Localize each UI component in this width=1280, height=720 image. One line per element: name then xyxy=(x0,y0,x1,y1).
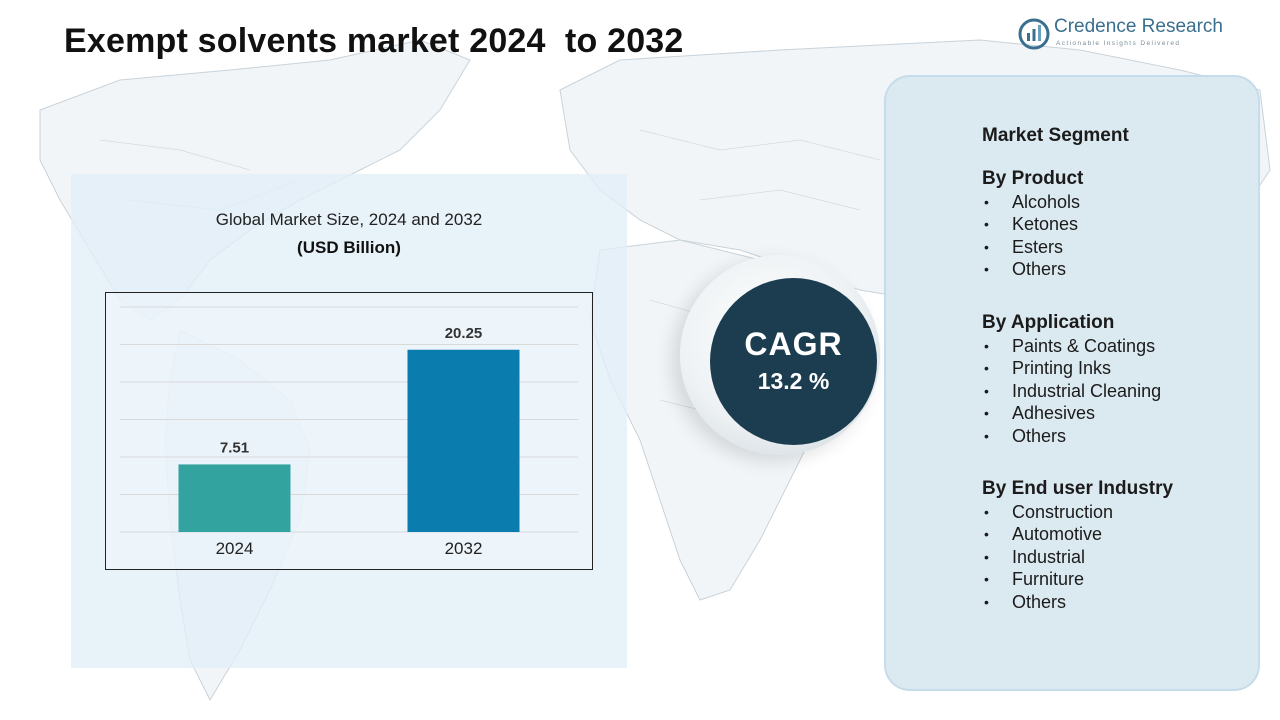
list-item-label: Furniture xyxy=(1012,569,1085,590)
product-list: • Alcohols • Ketones • Esters • Others xyxy=(982,191,1080,281)
chart-subtitle: (USD Billion) xyxy=(297,238,401,257)
market-segment-panel: Market Segment By Product • Alcohols • Ket… xyxy=(884,75,1260,691)
credence-logo-icon xyxy=(1018,18,1050,50)
bullet-icon: • xyxy=(984,238,989,255)
list-item-label: Industrial Cleaning xyxy=(1012,380,1162,401)
bullet-icon: • xyxy=(984,548,989,565)
list-item: • Others xyxy=(982,258,1080,280)
list-item-label: Printing Inks xyxy=(1012,358,1112,379)
x-tick-label-2024: 2024 xyxy=(216,539,254,558)
list-item: • Others xyxy=(982,591,1113,613)
list-item: • Industrial Cleaning xyxy=(982,380,1161,402)
list-item-label: Automotive xyxy=(1012,524,1103,545)
data-label-2032: 20.25 xyxy=(445,325,483,342)
group-title-product: By Product xyxy=(982,168,1084,189)
list-item-label: Esters xyxy=(1012,236,1064,257)
segment-heading: Market Segment xyxy=(982,125,1129,146)
bullet-icon: • xyxy=(984,194,989,210)
bullet-icon: • xyxy=(984,360,989,377)
list-item: • Others xyxy=(982,425,1161,447)
credence-research-logo: Credence Research Actionable Insights De… xyxy=(1016,14,1236,54)
chart-title: Global Market Size, 2024 and 2032 xyxy=(215,210,483,229)
list-item: • Paints & Coatings xyxy=(982,335,1161,357)
cagr-value: 13.2 % xyxy=(757,368,830,394)
cagr-label: CAGR xyxy=(744,326,843,362)
bullet-icon: • xyxy=(984,338,989,354)
bullet-icon: • xyxy=(984,382,989,399)
x-tick-label-2032: 2032 xyxy=(445,539,483,558)
group-title-end-user-industry: By End user Industry xyxy=(982,478,1174,499)
chart-plot-area: 7.51 2024 20.25 2032 xyxy=(105,292,593,570)
list-item-label: Others xyxy=(1012,591,1067,612)
list-item: • Printing Inks xyxy=(982,357,1161,379)
list-item: • Adhesives xyxy=(982,402,1161,424)
logo-name: Credence Research xyxy=(1054,16,1223,37)
chart-panel: Global Market Size, 2024 and 2032 (USD B… xyxy=(71,174,627,668)
bullet-icon: • xyxy=(984,504,989,520)
list-item-label: Paints & Coatings xyxy=(1012,336,1156,356)
logo-tagline: Actionable Insights Delivered xyxy=(1056,40,1181,47)
cagr-badge: CAGR 13.2 % xyxy=(710,278,877,445)
list-item-label: Ketones xyxy=(1012,214,1079,235)
group-title-application: By Application xyxy=(982,312,1115,333)
list-item-label: Alcohols xyxy=(1012,192,1081,212)
bullet-icon: • xyxy=(984,216,989,233)
list-item-label: Others xyxy=(1012,425,1067,446)
data-label-2024: 7.51 xyxy=(220,439,249,456)
list-item: • Alcohols xyxy=(982,191,1080,213)
list-item: • Industrial xyxy=(982,546,1113,568)
bullet-icon: • xyxy=(984,526,989,543)
list-item: • Automotive xyxy=(982,523,1113,545)
bar-2024 xyxy=(178,464,291,532)
list-item: • Esters xyxy=(982,236,1080,258)
list-item-label: Others xyxy=(1012,259,1067,280)
bar-chart: 7.51 2024 20.25 2032 xyxy=(120,306,578,558)
page-title: Exempt solvents market 2024 to 2032 xyxy=(64,22,684,60)
bullet-icon: • xyxy=(984,593,989,610)
application-list: • Paints & Coatings • Printing Inks • Indus… xyxy=(982,335,1161,447)
bullet-icon: • xyxy=(984,261,989,278)
list-item-label: Construction xyxy=(1012,502,1114,522)
bullet-icon: • xyxy=(984,427,989,444)
bullet-icon: • xyxy=(984,571,989,588)
end-user-industry-list: • Construction • Automotive • Industrial • F… xyxy=(982,501,1113,613)
list-item-label: Industrial xyxy=(1012,546,1086,567)
bullet-icon: • xyxy=(984,405,989,422)
list-item: • Furniture xyxy=(982,568,1113,590)
list-item: • Construction xyxy=(982,501,1113,523)
list-item-label: Adhesives xyxy=(1012,403,1096,424)
bar-2032 xyxy=(407,349,520,532)
list-item: • Ketones xyxy=(982,213,1080,235)
